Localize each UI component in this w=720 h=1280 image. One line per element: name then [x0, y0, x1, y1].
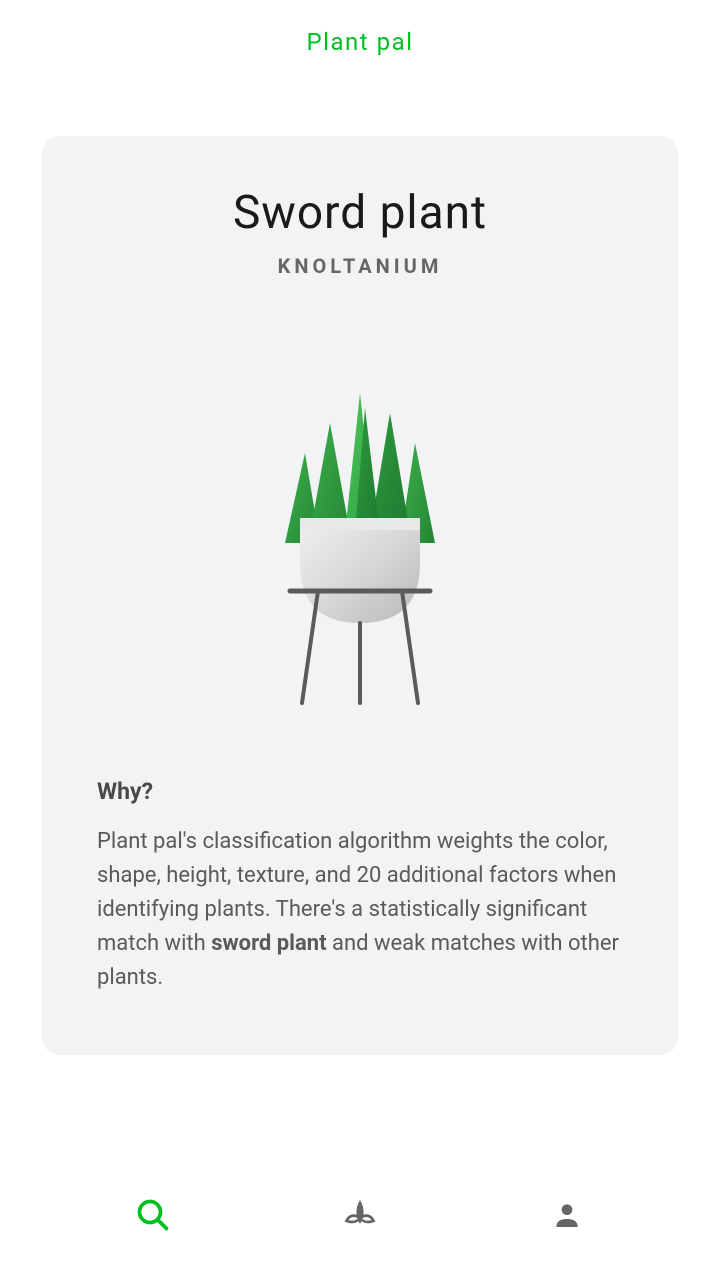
- plant-subtitle: KNOLTANIUM: [97, 254, 623, 278]
- bottom-nav: [0, 1170, 720, 1280]
- plant-name: Sword plant: [97, 186, 623, 240]
- nav-plant[interactable]: [330, 1185, 390, 1245]
- profile-icon: [551, 1199, 583, 1231]
- main-content: Sword plant KNOLTANIUM: [0, 76, 720, 1170]
- app-title: Plant pal: [0, 28, 720, 56]
- search-icon: [135, 1197, 171, 1233]
- description-bold: sword plant: [211, 931, 326, 956]
- plant-card: Sword plant KNOLTANIUM: [42, 136, 678, 1055]
- nav-search[interactable]: [123, 1185, 183, 1245]
- app-header: Plant pal: [0, 0, 720, 76]
- plant-illustration: [97, 333, 623, 713]
- why-heading: Why?: [97, 778, 623, 805]
- plant-description: Plant pal's classification algorithm wei…: [97, 825, 623, 995]
- plant-icon: [342, 1197, 378, 1233]
- nav-profile[interactable]: [537, 1185, 597, 1245]
